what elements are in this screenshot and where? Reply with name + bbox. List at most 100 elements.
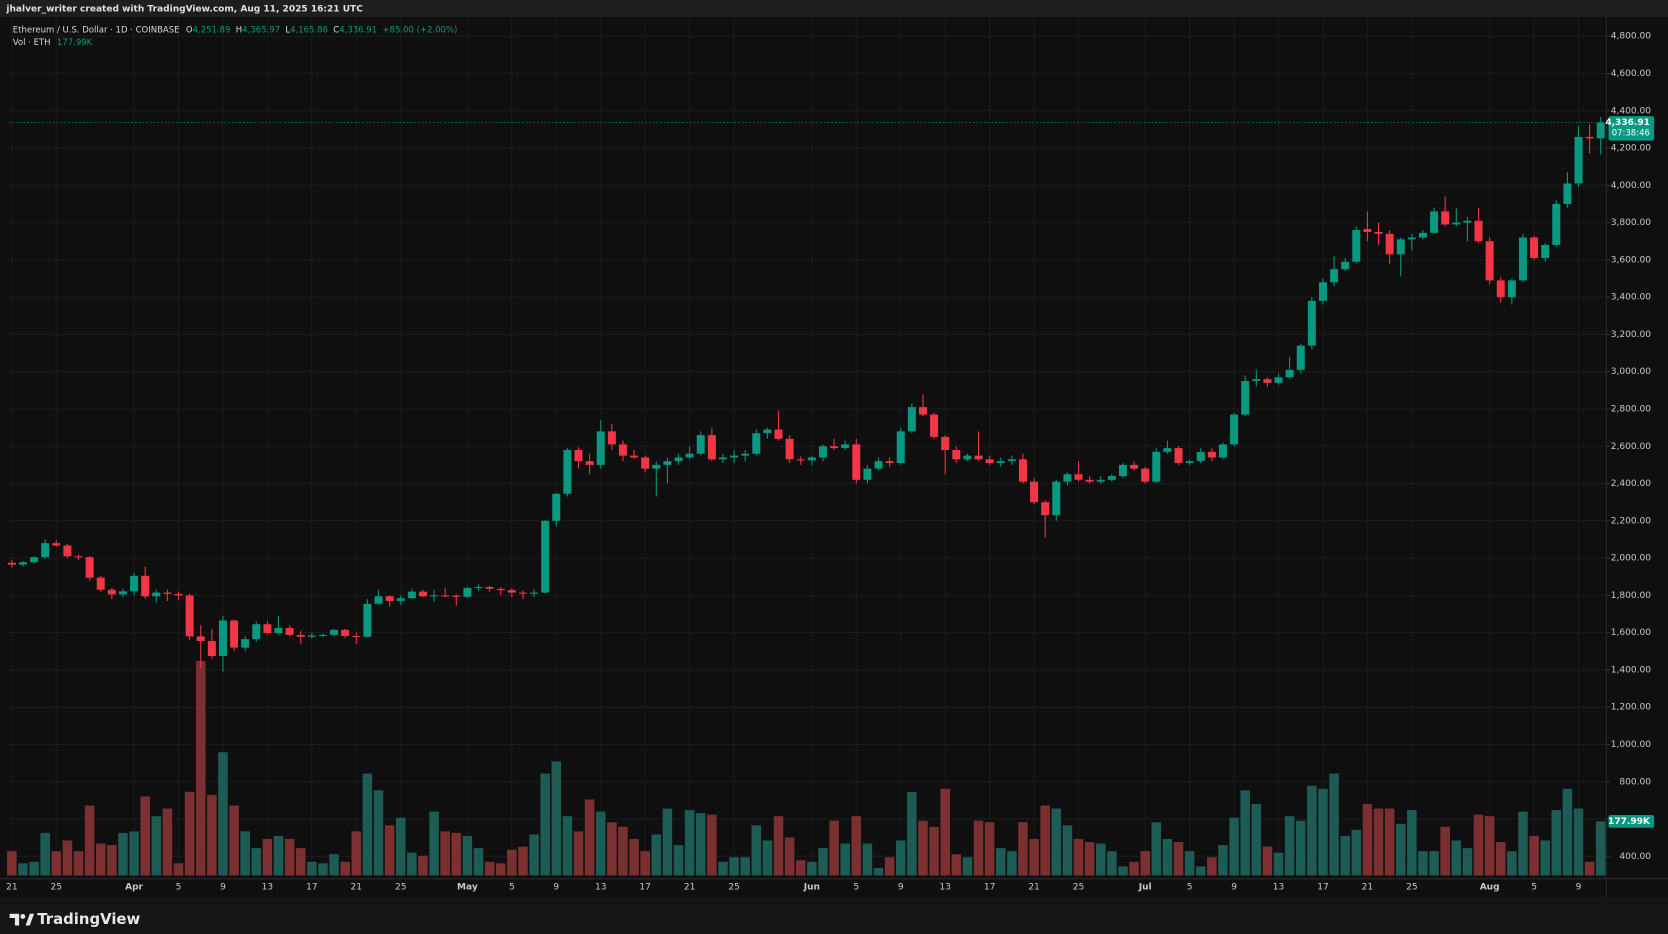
- x-tick-label: 17: [984, 883, 995, 893]
- candle-body: [7, 562, 16, 565]
- x-tick-label: 13: [1273, 883, 1285, 893]
- candle-body: [1585, 136, 1594, 139]
- volume-bar: [329, 854, 339, 876]
- volume-bar: [1073, 838, 1084, 876]
- volume-bar: [1229, 817, 1239, 876]
- candle-body: [207, 641, 216, 656]
- price-tag: [1608, 116, 1655, 141]
- candle-body: [252, 624, 261, 640]
- volume-bar: [7, 851, 17, 876]
- candle-body: [1330, 269, 1339, 283]
- volume-bar: [173, 863, 184, 876]
- volume-bar: [995, 848, 1006, 876]
- volume-bar: [184, 791, 195, 876]
- volume-bar: [340, 861, 350, 876]
- candle-body: [341, 629, 350, 637]
- volume-bar: [618, 826, 628, 876]
- candle-body: [685, 453, 694, 458]
- y-tick-label: 400.00: [1619, 852, 1651, 862]
- volume-bar: [1195, 866, 1206, 876]
- candle-body: [1496, 280, 1505, 298]
- volume-bar: [1507, 851, 1517, 876]
- volume-bar: [929, 826, 939, 876]
- x-tick-label: 5: [1187, 883, 1193, 893]
- candle-body: [1218, 444, 1227, 458]
- candle-body: [1230, 414, 1239, 445]
- volume-bar: [1451, 840, 1462, 876]
- volume-bar: [84, 805, 95, 876]
- volume-bar: [662, 808, 673, 876]
- volume-bar: [807, 861, 817, 876]
- candle-body: [974, 455, 983, 460]
- volume-bar: [551, 761, 562, 876]
- y-tick-label: 2,400.00: [1611, 479, 1651, 489]
- volume-bar: [740, 857, 750, 876]
- candle-body: [1074, 474, 1083, 480]
- candle-body: [174, 593, 183, 596]
- volume-bar: [773, 816, 784, 876]
- candle-body: [1196, 451, 1205, 462]
- candle-body: [1518, 237, 1527, 281]
- x-tick-label: 17: [306, 883, 318, 893]
- candle-body: [618, 444, 627, 456]
- volume-bar: [118, 832, 128, 876]
- candle-body: [18, 562, 27, 565]
- x-tick-label: Apr: [125, 883, 143, 893]
- candle-body: [1163, 448, 1172, 452]
- candle-body: [718, 457, 727, 460]
- volume-bar: [195, 661, 206, 876]
- volume-bar: [251, 848, 262, 876]
- legend-key: H: [236, 25, 242, 35]
- candle-body: [363, 603, 372, 637]
- volume-bar: [1018, 822, 1028, 876]
- y-tick-label: 2,800.00: [1611, 404, 1651, 414]
- y-tick-label: 3,000.00: [1611, 367, 1651, 377]
- volume-bar: [384, 825, 395, 876]
- y-tick-label: 1,200.00: [1611, 703, 1651, 713]
- volume-bar: [884, 857, 895, 876]
- x-tick-label: 21: [1028, 883, 1040, 893]
- candle-body: [407, 591, 416, 599]
- candle-body: [1130, 464, 1139, 469]
- candle-body: [574, 449, 583, 462]
- volume-bar: [40, 832, 50, 876]
- candle-body: [663, 461, 672, 465]
- volume-bar: [1540, 840, 1550, 876]
- volume-bar: [507, 849, 517, 876]
- volume-bar: [1395, 823, 1406, 876]
- volume-bar: [1484, 816, 1495, 876]
- legend-key: C: [333, 25, 339, 35]
- candle-body: [785, 438, 794, 460]
- volume-bar: [51, 851, 62, 876]
- volume-bar: [584, 799, 595, 876]
- candle-body: [430, 595, 439, 597]
- countdown-label: 07:38:46: [1612, 129, 1650, 139]
- x-tick-label: May: [457, 883, 478, 893]
- candle-body: [1563, 183, 1572, 204]
- candle-body: [1185, 461, 1194, 464]
- volume-bar: [729, 857, 739, 876]
- candle-body: [1452, 222, 1461, 225]
- volume-bar: [240, 831, 250, 876]
- legend-symbol: Ethereum / U.S. Dollar · 1D · COINBASE: [13, 25, 180, 35]
- candle-body: [1463, 220, 1472, 223]
- volume-bar: [1240, 790, 1250, 876]
- candle-body: [741, 453, 750, 456]
- candle-body: [307, 635, 316, 637]
- x-tick-label: 21: [684, 883, 696, 893]
- candle-body: [396, 598, 405, 601]
- candle-body: [1474, 220, 1483, 242]
- volume-bar: [229, 805, 239, 876]
- volume-bar: [707, 814, 717, 876]
- candle-body: [1407, 237, 1416, 240]
- volume-bar: [751, 825, 762, 876]
- candle-body: [730, 455, 739, 458]
- x-tick-label: 13: [595, 883, 607, 893]
- candle-body: [1118, 464, 1127, 477]
- volume-bar: [1384, 808, 1395, 876]
- volume-bar: [29, 861, 39, 876]
- volume-bar: [1329, 773, 1339, 876]
- x-tick-label: 5: [509, 883, 515, 893]
- candle-body: [107, 589, 116, 595]
